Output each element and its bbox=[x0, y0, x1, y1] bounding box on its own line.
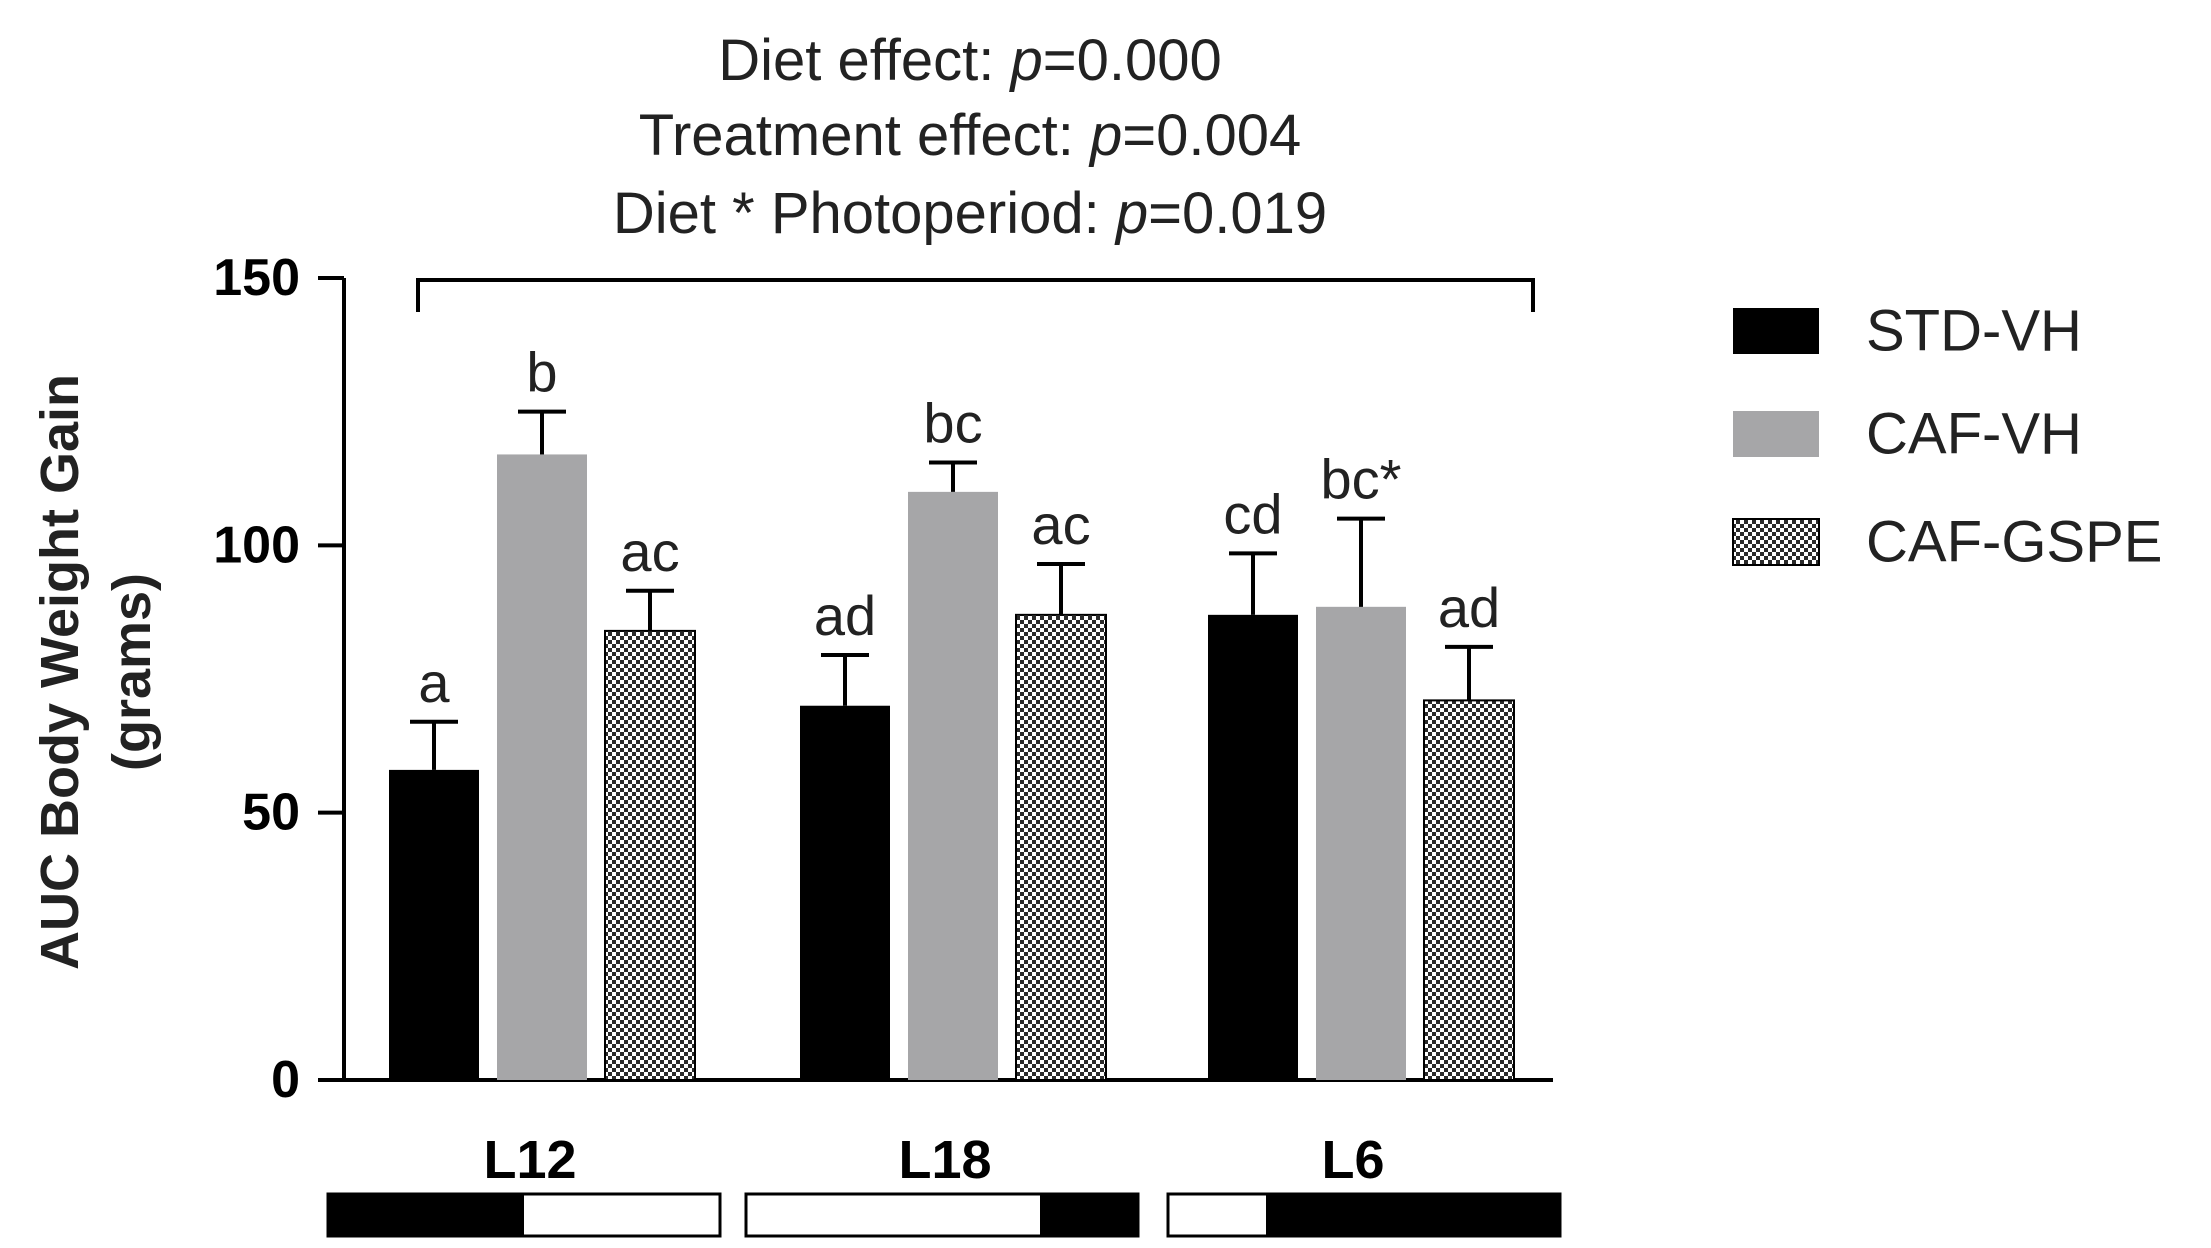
legend-swatch-std-vh bbox=[1733, 308, 1819, 354]
annotation-diet-photoperiod-value: =0.019 bbox=[1148, 181, 1327, 246]
annotation-block: Diet effect: p=0.000 Treatment effect: p… bbox=[613, 28, 1327, 246]
annotation-diet-effect-p: p bbox=[1009, 28, 1043, 93]
data-label-caf-vh-l18: bc bbox=[923, 391, 982, 454]
y-axis-label-line1: AUC Body Weight Gain bbox=[30, 374, 90, 970]
annotation-diet-photoperiod: Diet * Photoperiod: p=0.019 bbox=[613, 181, 1327, 246]
bar-caf-gspe-l18 bbox=[1015, 613, 1107, 1082]
y-tick-100: 100 bbox=[213, 516, 344, 574]
y-tick-label-150: 150 bbox=[213, 249, 300, 307]
bar-std-vh-l12 bbox=[389, 769, 479, 1080]
annotation-treatment-effect-p: p bbox=[1088, 103, 1122, 168]
y-tick-label-0: 0 bbox=[271, 1051, 300, 1109]
annotation-diet-effect: Diet effect: p=0.000 bbox=[718, 28, 1222, 93]
bar-caf-gspe-l6 bbox=[1423, 699, 1515, 1081]
annotation-diet-photoperiod-p: p bbox=[1114, 181, 1148, 246]
data-label-std-vh-l12: a bbox=[418, 651, 450, 714]
photoperiod-l18-dark-segment-1 bbox=[1040, 1194, 1138, 1236]
photoperiod-l6-border bbox=[1166, 1192, 1562, 1238]
x-category-label-l18: L18 bbox=[898, 1130, 991, 1190]
x-category-label-l12: L12 bbox=[483, 1130, 576, 1190]
annotation-treatment-effect: Treatment effect: p=0.004 bbox=[639, 103, 1302, 168]
annotation-diet-photoperiod-prefix: Diet * Photoperiod: bbox=[613, 181, 1116, 246]
x-category-label-l6: L6 bbox=[1321, 1130, 1384, 1190]
photoperiod-l18-light-segment-0 bbox=[746, 1194, 1040, 1236]
y-tick-50: 50 bbox=[242, 784, 344, 842]
annotation-diet-effect-value: =0.000 bbox=[1043, 28, 1222, 93]
data-label-caf-vh-l12: b bbox=[526, 341, 557, 404]
bar-caf-vh-l18 bbox=[908, 491, 998, 1080]
photoperiod-l18-border bbox=[744, 1192, 1140, 1238]
legend-item-caf-vh: CAF-VH bbox=[1733, 402, 2082, 467]
legend-item-caf-gspe: CAF-GSPE bbox=[1732, 510, 2163, 575]
y-axis-label-line2: (grams) bbox=[102, 573, 162, 771]
significance-bracket bbox=[416, 278, 1535, 312]
annotation-diet-effect-prefix: Diet effect: bbox=[718, 28, 1010, 93]
data-label-caf-gspe-l6: ad bbox=[1438, 576, 1500, 639]
x-axis-categories: L12 L18 L6 bbox=[483, 1130, 1384, 1190]
bar-caf-vh-l12 bbox=[497, 454, 587, 1080]
data-label-std-vh-l6: cd bbox=[1223, 482, 1282, 545]
y-tick-0: 0 bbox=[271, 1051, 344, 1109]
photoperiod-l6-light-segment-0 bbox=[1168, 1194, 1266, 1236]
annotation-treatment-effect-prefix: Treatment effect: bbox=[639, 103, 1090, 168]
photoperiod-l12-light-segment-1 bbox=[524, 1194, 720, 1236]
y-tick-150: 150 bbox=[213, 249, 344, 307]
y-tick-label-100: 100 bbox=[213, 516, 300, 574]
photoperiod-l12-dark-segment-0 bbox=[328, 1194, 524, 1236]
legend-label-std-vh: STD-VH bbox=[1866, 299, 2082, 364]
bar-std-vh-l6 bbox=[1208, 614, 1298, 1080]
y-axis-label: AUC Body Weight Gain (grams) bbox=[30, 374, 162, 970]
legend-item-std-vh: STD-VH bbox=[1733, 299, 2082, 364]
legend-label-caf-gspe: CAF-GSPE bbox=[1866, 510, 2163, 575]
legend: STD-VH CAF-VH CAF-GSPE bbox=[1732, 299, 2163, 575]
y-axis-ticks: 0 50 100 150 bbox=[213, 249, 344, 1109]
photoperiod-bars bbox=[326, 1192, 1562, 1238]
bar-caf-vh-l6 bbox=[1316, 606, 1406, 1080]
data-label-caf-gspe-l12: ac bbox=[620, 520, 679, 583]
photoperiod-l12-border bbox=[326, 1192, 722, 1238]
data-label-caf-vh-l6: bc* bbox=[1321, 448, 1402, 511]
legend-label-caf-vh: CAF-VH bbox=[1866, 402, 2082, 467]
data-label-std-vh-l18: ad bbox=[814, 584, 876, 647]
bar-caf-gspe-l12 bbox=[604, 629, 696, 1081]
data-label-caf-gspe-l18: ac bbox=[1031, 493, 1090, 556]
legend-swatch-caf-gspe bbox=[1732, 518, 1820, 566]
annotation-treatment-effect-value: =0.004 bbox=[1122, 103, 1301, 168]
bar-std-vh-l18 bbox=[800, 705, 890, 1080]
legend-swatch-caf-vh bbox=[1733, 411, 1819, 457]
photoperiod-l6-dark-segment-1 bbox=[1266, 1194, 1560, 1236]
y-tick-label-50: 50 bbox=[242, 784, 300, 842]
